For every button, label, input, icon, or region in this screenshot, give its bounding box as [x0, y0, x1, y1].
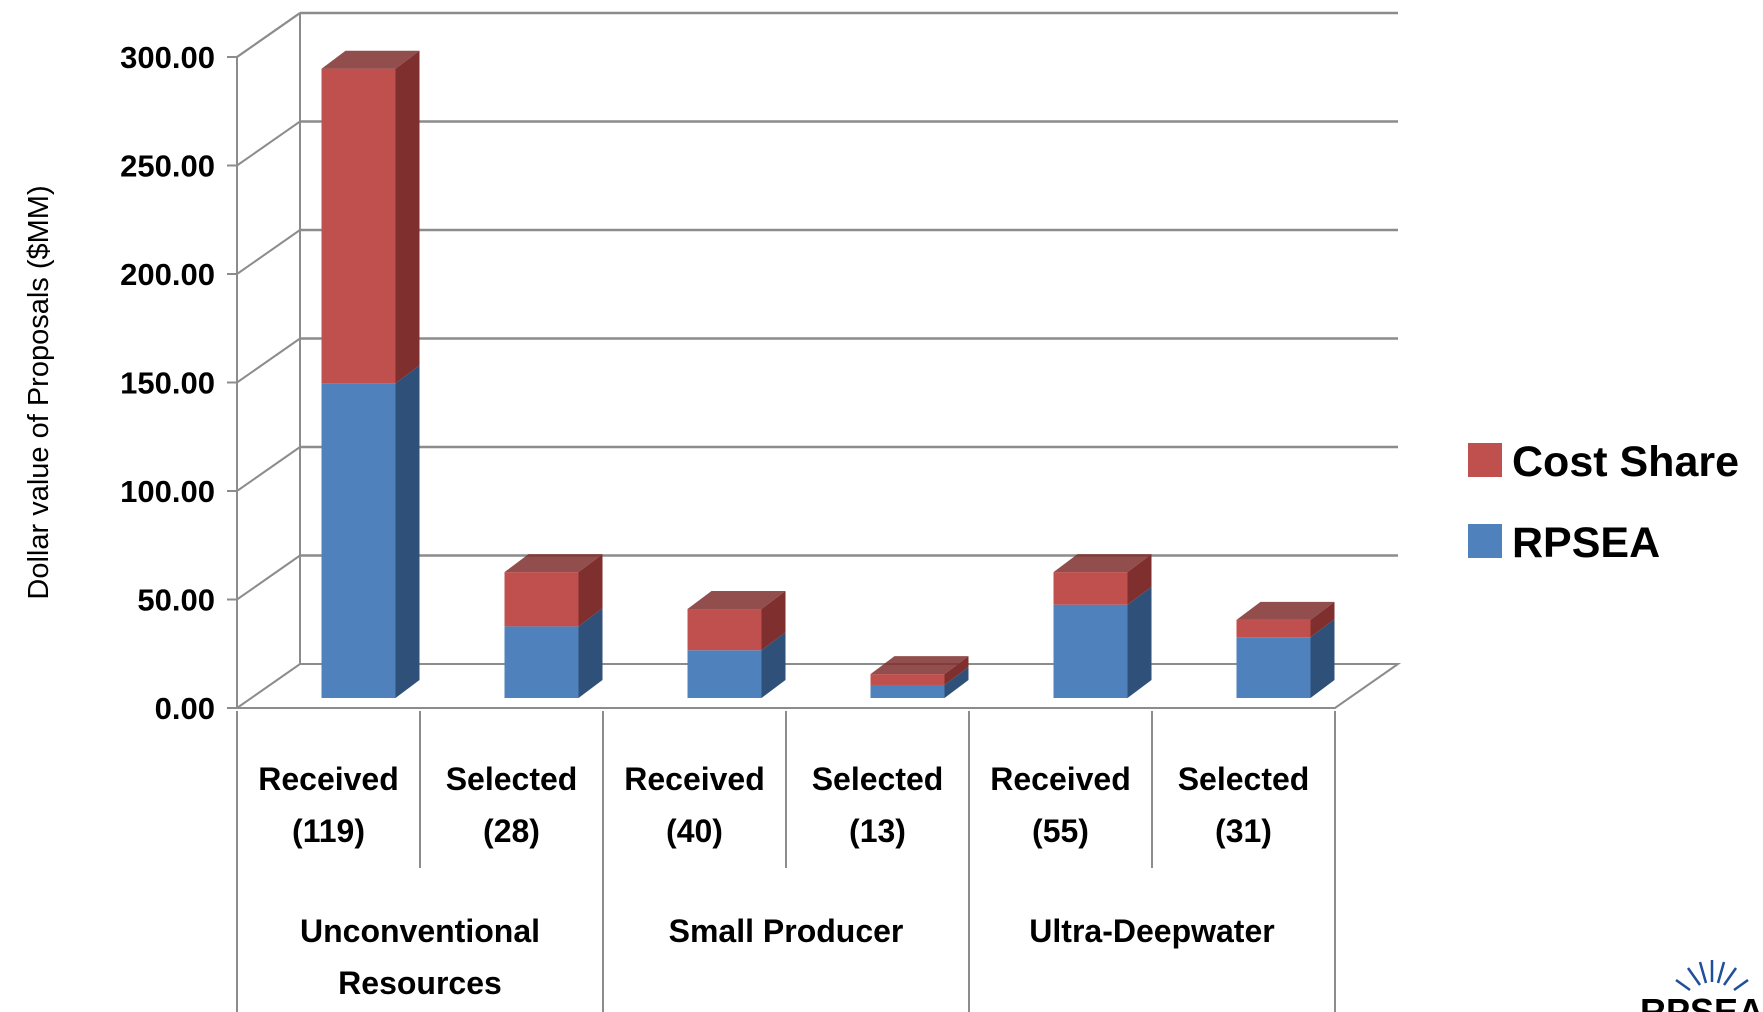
bar-front [321, 383, 396, 698]
bar-side [578, 608, 603, 698]
y-tick-label: 300.00 [120, 40, 215, 75]
group-label: Small Producer [669, 913, 904, 949]
x-tick-label: Selected [446, 761, 578, 797]
bar-front [504, 626, 579, 698]
x-tick-label: Received [624, 761, 765, 797]
gridline-side [236, 120, 301, 167]
y-axis-label: Dollar value of Proposals ($MM) [23, 185, 55, 599]
bar-segment-cost-share [321, 50, 420, 384]
bar-segment-cost-share [870, 656, 969, 685]
bar-front [504, 572, 579, 627]
bar-front [1236, 637, 1311, 698]
y-tick-label: 250.00 [120, 149, 215, 184]
sunburst-icon [1675, 960, 1749, 992]
bar-segment-cost-share [1053, 554, 1152, 605]
gridlines [236, 11, 1398, 601]
bar-top [504, 554, 603, 573]
legend: Cost Share RPSEA [1468, 438, 1739, 567]
bar-top [1236, 601, 1335, 620]
legend-label: RPSEA [1512, 519, 1660, 567]
bar-segment-rpsea [870, 666, 969, 698]
bar-top [870, 656, 969, 675]
logo-text: RPSEA [1640, 991, 1763, 1012]
y-tick-label: 50.00 [137, 583, 215, 618]
x-tick-label: (119) [292, 813, 365, 849]
group-label: Unconventional [300, 913, 540, 949]
x-tick-label: (31) [1215, 813, 1272, 849]
bar-side [1310, 601, 1335, 638]
group-label: Ultra-Deepwater [1029, 913, 1274, 949]
gridline-side [236, 12, 301, 58]
bar-front [1053, 572, 1128, 605]
bar-segment-cost-share [687, 591, 786, 651]
bar-side [761, 591, 786, 651]
y-tick-label: 0.00 [155, 691, 215, 726]
bar-top [687, 591, 786, 610]
bar-segment-rpsea [687, 632, 786, 698]
bar-front [687, 650, 762, 698]
floor [236, 663, 1402, 709]
legend-label: Cost Share [1512, 438, 1739, 486]
bar-side [1127, 554, 1152, 605]
legend-item: RPSEA [1468, 519, 1660, 567]
gridline-side [236, 554, 301, 601]
x-tick-label: (40) [666, 813, 723, 849]
gridline-side [236, 446, 301, 492]
bar-segment-rpsea [504, 608, 603, 698]
bar-side [944, 656, 969, 685]
group-label: Resources [338, 965, 502, 1001]
bar-side [944, 666, 969, 698]
rpsea-logo: RPSEA [1640, 960, 1763, 1012]
x-tick-label: (55) [1032, 813, 1089, 849]
legend-swatch [1468, 443, 1502, 477]
x-tick-label: (28) [483, 813, 540, 849]
bar-front [870, 674, 945, 685]
bar-side [1310, 619, 1335, 698]
x-tick-label: Received [258, 761, 399, 797]
bar-side [578, 554, 603, 627]
bar-front [1236, 619, 1311, 638]
x-tick-label: Received [990, 761, 1131, 797]
y-tick-label: 200.00 [120, 257, 215, 292]
bar-side [761, 632, 786, 698]
bar-side [395, 50, 420, 384]
gridline-side [236, 337, 301, 384]
legend-item: Cost Share [1468, 438, 1739, 486]
gridline-side [236, 229, 301, 275]
bar-front [870, 684, 945, 698]
bar-side [395, 365, 420, 698]
bar-segment-rpsea [1236, 619, 1335, 698]
bar-top [321, 50, 420, 69]
y-tick-label: 100.00 [120, 474, 215, 509]
bar-front [321, 68, 396, 384]
x-tick-label: Selected [1178, 761, 1310, 797]
x-tick-label: (13) [849, 813, 906, 849]
bar-segment-rpsea [321, 365, 420, 698]
bars [321, 50, 1335, 698]
bar-side [1127, 586, 1152, 698]
bar-front [687, 609, 762, 651]
y-axis-ticks: 0.00 50.00 100.00 150.00 200.00 250.00 300.00 [120, 40, 237, 726]
x-axis-categories: Received (119) Selected (28) Received (40) Sel… [236, 711, 1336, 1012]
bar-top [1053, 554, 1152, 573]
bar-segment-rpsea [1053, 586, 1152, 698]
legend-swatch [1468, 524, 1502, 558]
bar-segment-cost-share [1236, 601, 1335, 638]
x-tick-label: Selected [812, 761, 944, 797]
bar-front [1053, 604, 1128, 698]
bar-segment-cost-share [504, 554, 603, 627]
y-tick-label: 150.00 [120, 366, 215, 401]
